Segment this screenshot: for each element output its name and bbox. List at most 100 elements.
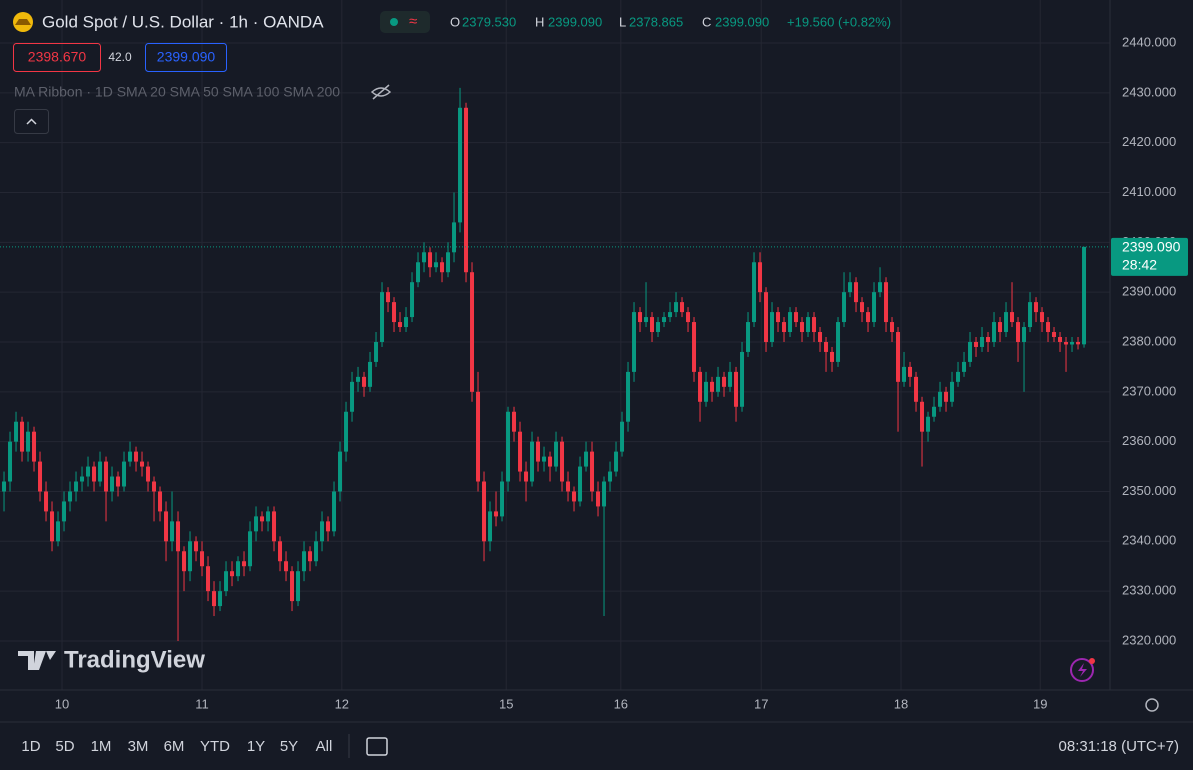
candle-body — [494, 511, 499, 517]
ohlc-value: 2378.865 — [629, 14, 683, 29]
candle-body — [404, 317, 409, 328]
range-button[interactable]: 5D — [55, 738, 74, 755]
range-button[interactable]: 6M — [164, 738, 185, 755]
candle-body — [872, 292, 877, 323]
candle-body — [170, 521, 175, 542]
candle-body — [266, 511, 271, 522]
candle-body — [218, 591, 223, 607]
candle-body — [272, 511, 277, 542]
range-button[interactable]: YTD — [200, 738, 230, 755]
logo-text[interactable]: TradingView — [64, 646, 205, 673]
y-tick-label: 2330.000 — [1122, 583, 1176, 598]
candle-body — [296, 571, 301, 602]
logo-mark — [18, 651, 56, 670]
last-price-label: 2399.090 — [1122, 239, 1181, 255]
candle-body — [710, 381, 715, 392]
candle-body — [812, 317, 817, 333]
y-tick-label: 2370.000 — [1122, 383, 1176, 398]
candle-body — [44, 491, 49, 512]
candle-body — [1070, 341, 1075, 345]
candle-body — [248, 531, 253, 567]
candle-body — [242, 561, 247, 567]
candle-body — [794, 312, 799, 323]
status-pill[interactable] — [380, 11, 430, 33]
range-button[interactable]: 1D — [21, 738, 40, 755]
candles — [2, 87, 1087, 641]
grid — [0, 0, 1110, 690]
candle-body — [374, 341, 379, 362]
candle-body — [908, 366, 913, 377]
candle-body — [434, 262, 439, 268]
candle-body — [992, 322, 997, 342]
candle-body — [482, 481, 487, 542]
candle-body — [698, 371, 703, 402]
candle-body — [620, 421, 625, 452]
ohlc-label: O — [450, 14, 460, 29]
candle-body — [680, 302, 685, 313]
candle-body — [212, 591, 217, 607]
candle-body — [770, 312, 775, 342]
candle-body — [260, 516, 265, 522]
candle-body — [410, 282, 415, 318]
countdown: 28:42 — [1122, 257, 1157, 273]
range-button[interactable]: 5Y — [280, 738, 298, 755]
range-button[interactable]: 3M — [128, 738, 149, 755]
candle-body — [722, 376, 727, 387]
candle-body — [1046, 322, 1051, 333]
candle-body — [56, 521, 61, 542]
candle-body — [110, 476, 115, 492]
candle-body — [806, 317, 811, 333]
candle-body — [236, 561, 241, 577]
candle-body — [338, 451, 343, 492]
alert-dot — [1089, 658, 1095, 664]
candle-body — [686, 312, 691, 323]
buy-button[interactable] — [145, 43, 227, 72]
candle-body — [284, 561, 289, 572]
candle-body — [92, 466, 97, 482]
candle-body — [590, 451, 595, 492]
x-tick-label: 15 — [499, 696, 513, 711]
candle-body — [962, 361, 967, 372]
range-button[interactable]: 1M — [91, 738, 112, 755]
candle-body — [956, 371, 961, 382]
candle-body — [848, 282, 853, 293]
change: +19.560 (+0.82%) — [787, 14, 891, 29]
ohlc-value: 2399.090 — [715, 14, 769, 29]
visibility-icon[interactable] — [370, 84, 392, 100]
candle-body — [32, 431, 37, 462]
sell-button[interactable] — [13, 43, 101, 72]
indicator-legend[interactable]: MA Ribbon · 1D SMA 20 SMA 50 SMA 100 SMA… — [14, 84, 340, 100]
alert-icon[interactable] — [1070, 658, 1094, 682]
clock: 08:31:18 (UTC+7) — [1059, 738, 1179, 755]
collapse-button[interactable] — [14, 109, 49, 134]
candle-body — [542, 456, 547, 462]
candle-body — [668, 312, 673, 318]
settings-icon[interactable] — [1145, 698, 1159, 712]
candle-body — [464, 107, 469, 273]
candle-body — [62, 501, 67, 522]
candle-body — [854, 282, 859, 303]
market-status — [390, 18, 398, 26]
candle-body — [278, 541, 283, 562]
ask: 2399.090 — [157, 49, 216, 65]
candle-body — [146, 466, 151, 482]
date-range-icon[interactable] — [366, 737, 388, 756]
candle-body — [326, 521, 331, 532]
candle-body — [566, 481, 571, 492]
candle-body — [230, 571, 235, 577]
last-price-badge — [1111, 237, 1188, 276]
candle-body — [800, 322, 805, 333]
range-button[interactable]: 1Y — [247, 738, 265, 755]
symbol-title[interactable]: Gold Spot / U.S. Dollar · 1h · OANDA — [42, 12, 324, 31]
candle-body — [626, 371, 631, 422]
x-tick-label: 10 — [55, 696, 69, 711]
candle-body — [884, 282, 889, 323]
x-tick-label: 18 — [894, 696, 908, 711]
candle-body — [356, 376, 361, 382]
candle-body — [20, 421, 25, 452]
candle-body — [440, 262, 445, 273]
candle-body — [194, 541, 199, 552]
range-button[interactable]: All — [316, 738, 333, 755]
candle-body — [2, 481, 7, 492]
